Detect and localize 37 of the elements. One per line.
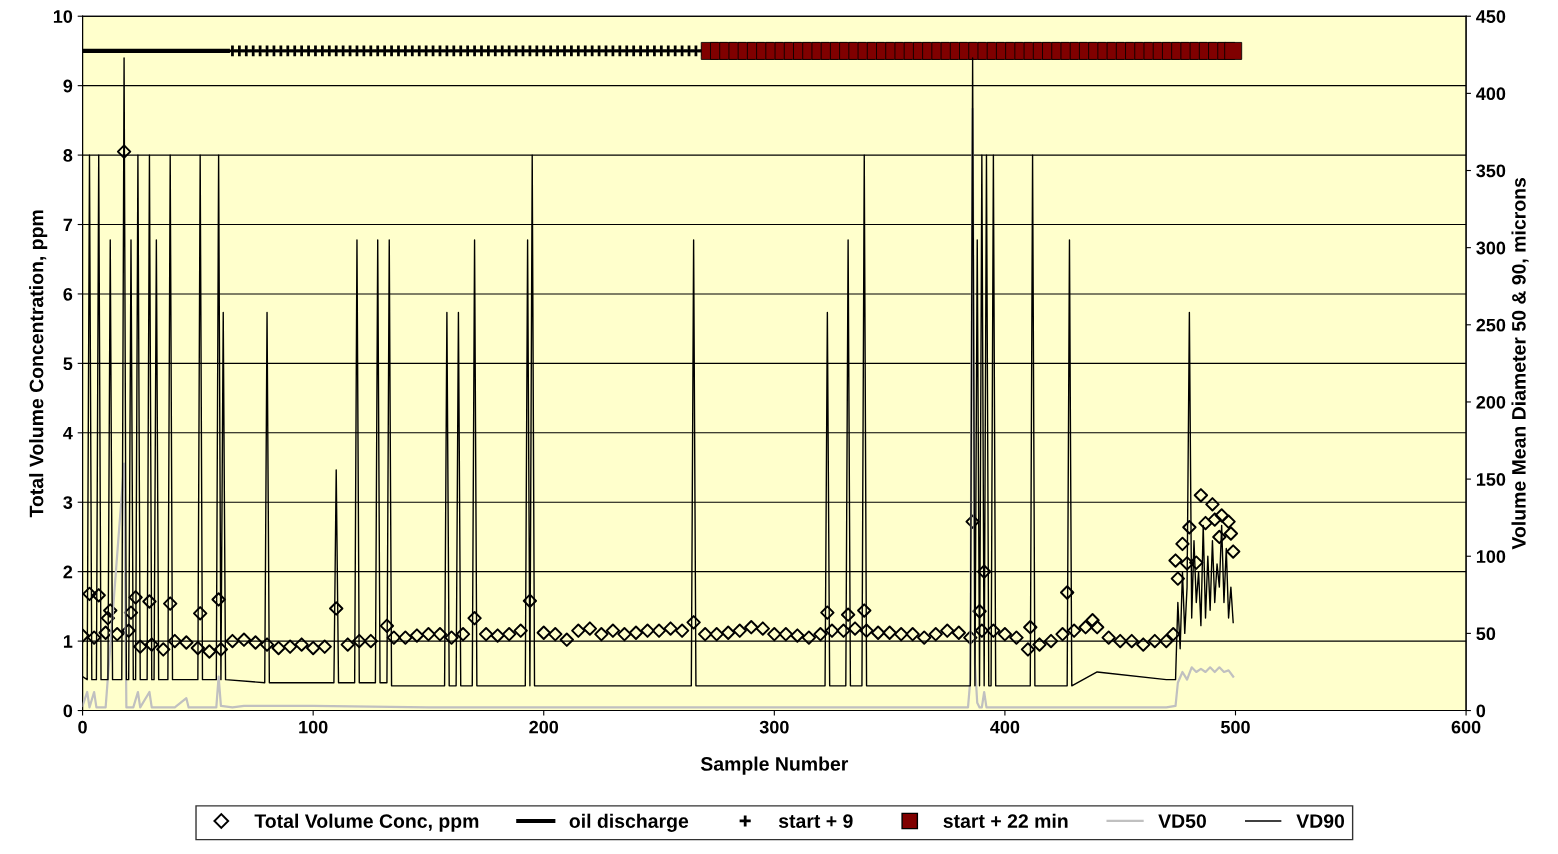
- y-tick-label: 7: [63, 218, 73, 232]
- y-axis-title: Total Volume Concentration, ppm: [29, 210, 48, 518]
- x-tick-label: 200: [529, 720, 559, 734]
- y-tick-label: 10: [53, 10, 73, 23]
- legend-label: oil discharge: [569, 813, 689, 832]
- y2-tick-label: 200: [1476, 395, 1506, 409]
- y2-axis-title: Volume Mean Diameter 50 & 90, microns: [1511, 177, 1529, 550]
- legend-label: start + 9: [778, 814, 853, 828]
- y2-tick-label: 400: [1476, 87, 1506, 101]
- y-tick-label: 3: [63, 496, 73, 509]
- x-tick-label: 500: [1220, 720, 1250, 734]
- x-tick-label: 600: [1451, 720, 1481, 734]
- y2-tick-label: 300: [1476, 241, 1506, 255]
- y-tick-label: 4: [63, 426, 73, 440]
- y2-tick-label: 250: [1476, 318, 1506, 332]
- legend-label: VD90: [1296, 814, 1345, 828]
- y-tick-label: 1: [63, 635, 73, 648]
- y-tick-label: 6: [63, 287, 73, 301]
- y2-tick-label: 450: [1476, 10, 1506, 23]
- legend-label: start + 22 min: [943, 813, 1068, 828]
- y-tick-label: 5: [63, 357, 73, 371]
- x-tick-label: 300: [759, 720, 789, 734]
- y2-tick-label: 50: [1476, 627, 1496, 641]
- x-tick-label: 0: [78, 720, 87, 734]
- y2-tick-label: 150: [1476, 473, 1506, 486]
- x-tick-label: 100: [299, 720, 328, 734]
- y-tick-label: 2: [63, 565, 73, 579]
- y2-tick-label: 0: [1476, 704, 1486, 718]
- legend-label: VD50: [1158, 814, 1206, 828]
- y2-tick-label: 350: [1476, 164, 1506, 178]
- legend-label: Total Volume Conc, ppm: [254, 813, 479, 832]
- x-tick-label: 400: [990, 720, 1020, 734]
- y-tick-label: 8: [63, 149, 73, 162]
- y-tick-label: 0: [63, 704, 73, 718]
- y-tick-label: 9: [63, 79, 73, 93]
- x-axis-title: Sample Number: [700, 756, 849, 775]
- y2-tick-label: 100: [1476, 550, 1506, 563]
